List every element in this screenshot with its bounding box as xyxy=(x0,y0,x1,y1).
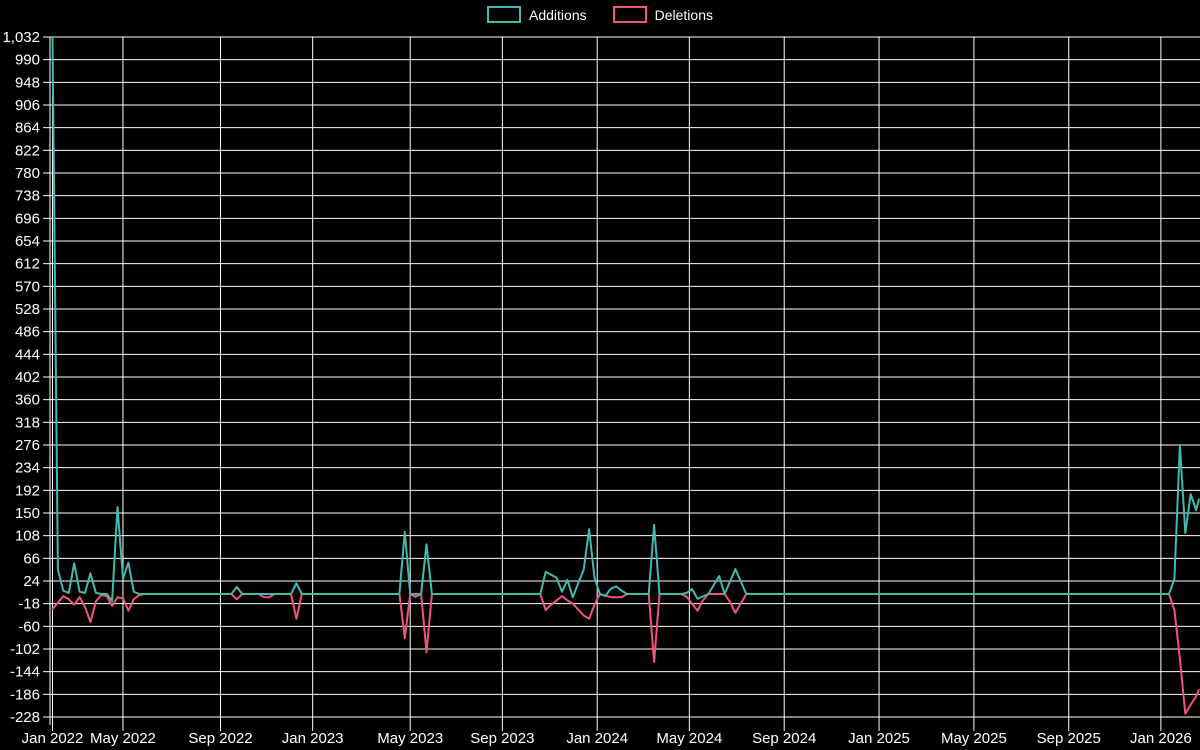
y-tick-label: 948 xyxy=(15,74,40,91)
x-tick-label: Sep 2023 xyxy=(470,730,534,747)
y-tick-label: -144 xyxy=(10,664,40,681)
y-tick-label: -18 xyxy=(18,596,40,613)
y-tick-label: 318 xyxy=(15,414,40,431)
y-tick-label: 822 xyxy=(15,142,40,159)
x-tick-label: Jan 2026 xyxy=(1130,730,1192,747)
y-tick-label: 276 xyxy=(15,437,40,454)
legend-item-additions[interactable]: Additions xyxy=(487,6,587,23)
x-tick-label: Sep 2025 xyxy=(1037,730,1101,747)
y-tick-label: -102 xyxy=(10,641,40,658)
y-tick-label: 696 xyxy=(15,210,40,227)
y-tick-label: 864 xyxy=(15,120,40,137)
y-tick-label: -228 xyxy=(10,709,40,726)
x-tick-label: Sep 2022 xyxy=(188,730,252,747)
y-tick-label: 528 xyxy=(15,301,40,318)
additions-swatch-icon xyxy=(487,6,522,23)
y-tick-label: 150 xyxy=(15,505,40,522)
x-tick-label: May 2025 xyxy=(941,730,1007,747)
x-tick-label: Jan 2023 xyxy=(282,730,344,747)
x-tick-label: May 2023 xyxy=(377,730,443,747)
y-tick-label: 486 xyxy=(15,324,40,341)
deletions-swatch-icon xyxy=(612,6,647,23)
y-tick-label: 990 xyxy=(15,52,40,69)
y-tick-label: 780 xyxy=(15,165,40,182)
additions-line xyxy=(51,36,1200,602)
y-tick-label: 570 xyxy=(15,278,40,295)
y-tick-label: 66 xyxy=(23,550,40,567)
legend-label-deletions: Deletions xyxy=(654,6,713,23)
y-tick-label: 360 xyxy=(15,392,40,409)
y-tick-label: 402 xyxy=(15,369,40,386)
y-tick-label: 906 xyxy=(15,97,40,114)
y-tick-label: -186 xyxy=(10,686,40,703)
y-tick-label: 654 xyxy=(15,233,40,250)
y-tick-label: 24 xyxy=(23,573,40,590)
x-tick-label: Sep 2024 xyxy=(752,730,816,747)
y-tick-label: 1,032 xyxy=(2,29,40,46)
y-tick-label: 234 xyxy=(15,460,40,477)
x-tick-label: Jan 2025 xyxy=(848,730,910,747)
y-tick-label: 738 xyxy=(15,188,40,205)
x-tick-label: Jan 2024 xyxy=(566,730,628,747)
y-tick-label: 444 xyxy=(15,346,40,363)
legend-item-deletions[interactable]: Deletions xyxy=(612,6,713,23)
chart-legend: Additions Deletions xyxy=(0,6,1200,23)
y-tick-label: 192 xyxy=(15,482,40,499)
x-tick-label: May 2024 xyxy=(656,730,722,747)
legend-label-additions: Additions xyxy=(529,6,587,23)
y-tick-label: 108 xyxy=(15,528,40,545)
x-tick-label: Jan 2022 xyxy=(22,730,84,747)
y-tick-label: 612 xyxy=(15,256,40,273)
deletions-line xyxy=(51,593,1200,715)
y-tick-label: -60 xyxy=(18,618,40,635)
x-tick-label: May 2022 xyxy=(90,730,156,747)
